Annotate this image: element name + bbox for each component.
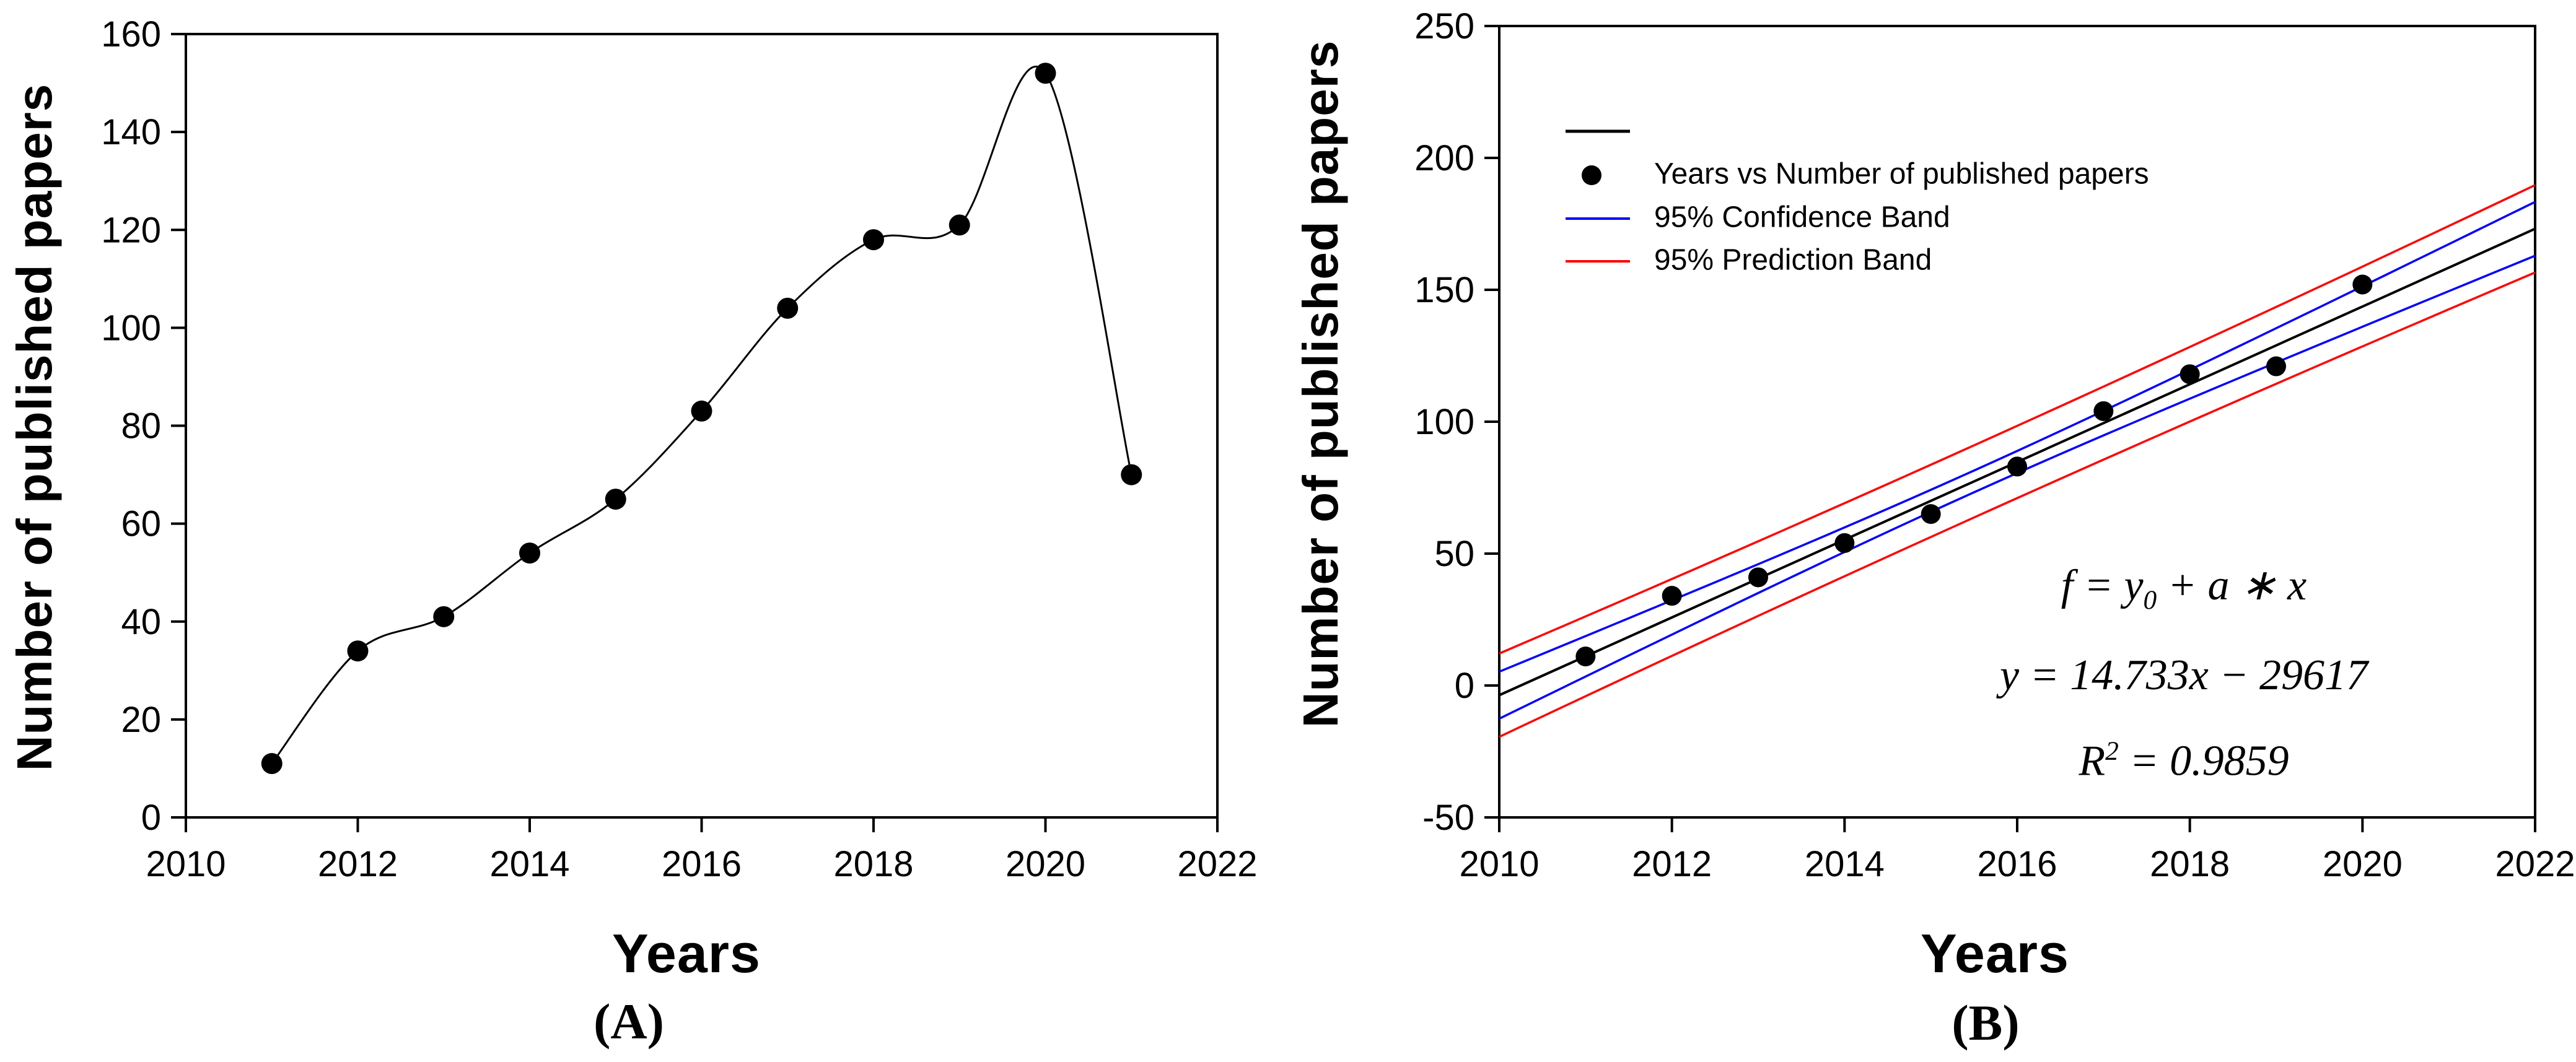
panel-b-y-axis-title: Number of published papers bbox=[1293, 40, 1348, 728]
data-point bbox=[777, 297, 799, 319]
x-tick-label: 2018 bbox=[2150, 844, 2230, 884]
y-tick-label: 50 bbox=[1434, 534, 1474, 574]
y-tick-label: 40 bbox=[121, 602, 161, 642]
data-point bbox=[1575, 646, 1596, 667]
prediction-band-lower bbox=[1499, 271, 2536, 738]
x-tick-label: 2016 bbox=[1977, 844, 2057, 884]
panel-a-y-axis-title: Number of published papers bbox=[7, 83, 62, 772]
y-tick-label: 140 bbox=[101, 112, 161, 152]
panel-b-x-axis-title: Years bbox=[1921, 923, 2069, 984]
panel-b: -50 0 50 100 150 200 250 2010 2012 2014 2016 2018 20… bbox=[1289, 0, 2576, 1062]
y-tick-label: 100 bbox=[1414, 402, 1474, 442]
y-tick-label: 200 bbox=[1414, 138, 1474, 178]
x-tick-label: 2018 bbox=[833, 844, 913, 884]
data-point bbox=[2093, 401, 2114, 421]
x-tick-label: 2020 bbox=[2323, 844, 2403, 884]
y-tick-label: -50 bbox=[1422, 798, 1474, 838]
x-tick-label: 2022 bbox=[1177, 844, 1257, 884]
data-point bbox=[1121, 464, 1142, 485]
panel-a-chart: 0 20 40 60 80 100 120 140 160 2010 2012 2014 2016 201… bbox=[101, 14, 1257, 884]
y-tick-label: 160 bbox=[101, 14, 161, 54]
x-tick-label: 2012 bbox=[1632, 844, 1712, 884]
y-tick-label: 20 bbox=[121, 700, 161, 740]
data-point bbox=[2007, 456, 2027, 477]
data-point bbox=[1748, 567, 1768, 588]
plot-frame bbox=[185, 33, 1219, 819]
data-point bbox=[2180, 364, 2200, 385]
y-tick-label: 0 bbox=[141, 798, 161, 838]
panel-a-caption: (A) bbox=[594, 993, 664, 1050]
equation-line-model: f = y0 + a ∗ x bbox=[2061, 562, 2307, 615]
data-point bbox=[1834, 533, 1855, 553]
prediction-band-upper bbox=[1499, 184, 2536, 655]
x-tick-label: 2012 bbox=[318, 844, 398, 884]
equation-line-r-squared: R2 = 0.9859 bbox=[2079, 736, 2289, 785]
x-tick-label: 2010 bbox=[146, 844, 226, 884]
panel-b-chart: -50 0 50 100 150 200 250 2010 2012 2014 2016 2018 20… bbox=[1414, 6, 2575, 884]
data-point bbox=[519, 542, 540, 564]
data-point bbox=[2266, 356, 2286, 376]
data-point bbox=[948, 214, 970, 236]
x-tick-label: 2016 bbox=[662, 844, 742, 884]
x-tick-label: 2014 bbox=[489, 844, 569, 884]
y-tick-label: 250 bbox=[1414, 6, 1474, 46]
x-tick-label: 2022 bbox=[2495, 844, 2575, 884]
data-point bbox=[1921, 504, 1941, 524]
data-point bbox=[2352, 274, 2373, 295]
data-point bbox=[605, 489, 626, 510]
panel-b-caption: (B) bbox=[1952, 995, 2020, 1051]
data-point bbox=[347, 640, 369, 662]
data-point bbox=[261, 753, 283, 775]
y-tick-label: 80 bbox=[121, 406, 161, 446]
y-tick-label: 60 bbox=[121, 504, 161, 544]
y-tick-label: 100 bbox=[101, 308, 161, 348]
data-point bbox=[691, 400, 712, 422]
x-tick-label: 2014 bbox=[1805, 844, 1885, 884]
data-point bbox=[1662, 586, 1682, 606]
data-point bbox=[433, 606, 455, 627]
panel-a: 0 20 40 60 80 100 120 140 160 2010 2012 2014 2016 201… bbox=[7, 14, 1258, 1050]
x-tick-label: 2010 bbox=[1459, 844, 1539, 884]
data-point bbox=[863, 229, 884, 251]
y-tick-label: 150 bbox=[1414, 270, 1474, 310]
panel-a-x-axis-title: Years bbox=[612, 923, 761, 984]
equation-line-fit: y = 14.733x − 29617 bbox=[1999, 651, 2368, 699]
x-tick-label: 2020 bbox=[1005, 844, 1085, 884]
equation-annotation: f = y0 + a ∗ x y = 14.733x − 29617 R2 = … bbox=[2000, 548, 2368, 799]
data-point bbox=[1035, 63, 1056, 84]
y-tick-label: 0 bbox=[1455, 666, 1474, 706]
y-tick-label: 120 bbox=[101, 210, 161, 250]
